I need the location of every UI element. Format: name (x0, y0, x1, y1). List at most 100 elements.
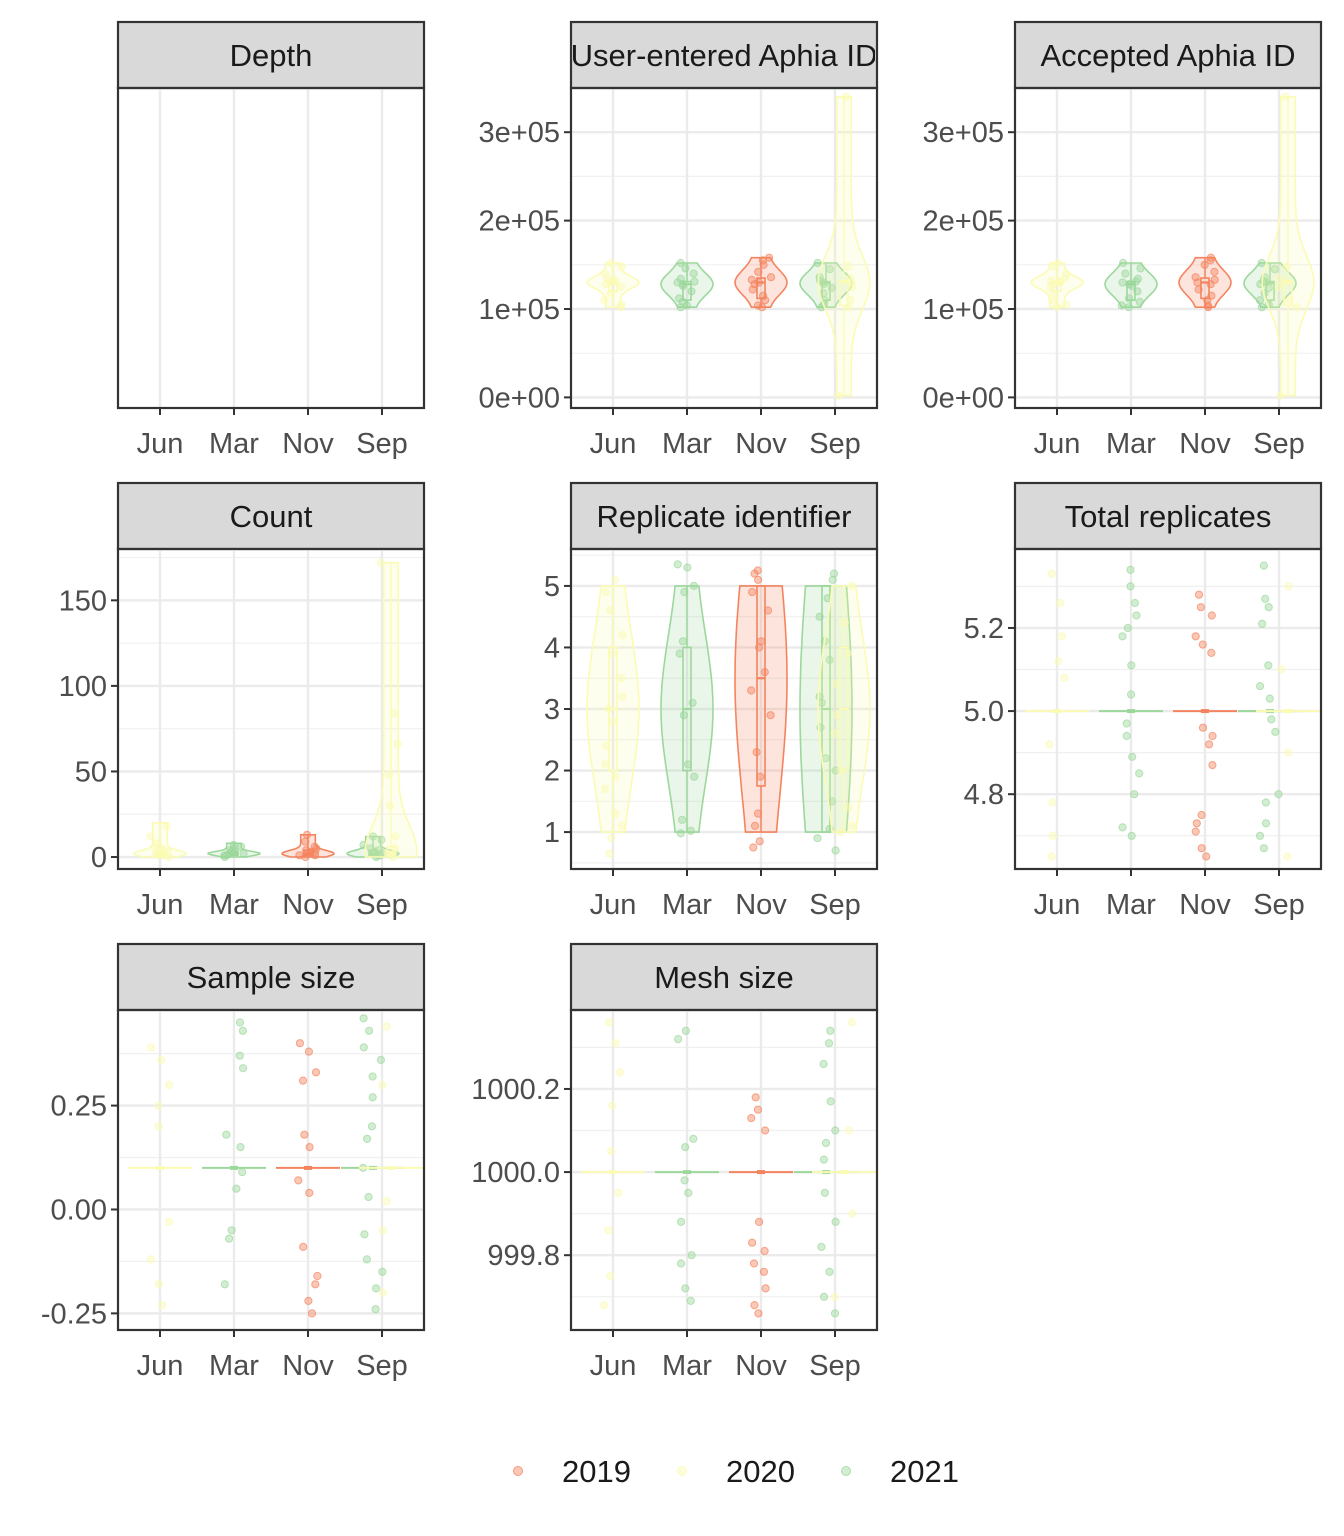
x-tick-label: Jun (590, 428, 637, 460)
group-jun-2020 (128, 1043, 192, 1310)
group-sep-2020 (1261, 92, 1315, 400)
box-iqr (683, 1170, 691, 1175)
data-point (614, 1188, 623, 1198)
data-point (761, 1126, 770, 1135)
data-point (1255, 831, 1265, 840)
data-point (1194, 590, 1204, 599)
data-point (1127, 831, 1136, 840)
data-point (760, 668, 769, 677)
group-sep-2020 (817, 581, 871, 837)
data-point (1282, 262, 1291, 271)
strip-title: Mesh size (654, 960, 794, 995)
y-tick-label: 0.00 (51, 1194, 107, 1226)
strip-background (116, 942, 426, 1012)
data-point (1191, 632, 1200, 641)
legend: 2019 2020 2021 (513, 1454, 959, 1489)
group-sep-2020 (359, 1022, 423, 1297)
data-point (390, 709, 399, 718)
data-point (1208, 761, 1217, 770)
data-point (1122, 719, 1131, 728)
group-sep-2020 (817, 92, 871, 400)
data-point (831, 1217, 840, 1227)
data-point (675, 649, 684, 658)
data-point (364, 1192, 373, 1202)
data-point (615, 1068, 624, 1077)
data-point (845, 803, 854, 812)
data-point (1130, 598, 1140, 608)
x-axis: Jun Mar Nov Sep (590, 408, 861, 460)
data-point (157, 1055, 166, 1065)
data-point (831, 846, 840, 855)
data-point (753, 809, 763, 818)
data-point (819, 1292, 829, 1301)
data-point (302, 830, 312, 839)
data-point (831, 680, 840, 689)
data-point (750, 821, 760, 831)
y-axis: 0 50 100 150 (59, 585, 118, 874)
panel-border (116, 1008, 426, 1332)
data-point (1194, 285, 1203, 294)
box-iqr (1284, 709, 1292, 714)
data-point (611, 772, 620, 781)
data-point (607, 834, 616, 843)
data-point (1191, 827, 1200, 836)
data-point (1206, 253, 1216, 262)
data-point (826, 1097, 835, 1106)
data-point (229, 840, 238, 850)
y-tick-label: 1e+05 (923, 294, 1004, 326)
box-iqr (609, 1170, 617, 1175)
data-point (747, 275, 756, 284)
data-point (759, 1267, 769, 1276)
group-jun-2020 (1030, 258, 1084, 312)
data-point (617, 674, 626, 683)
data-point (617, 282, 626, 291)
box-iqr (840, 1170, 848, 1175)
data-point (1284, 582, 1293, 591)
data-point (162, 822, 171, 831)
data-point (239, 849, 248, 858)
x-tick-label: Sep (809, 428, 861, 460)
data-point (684, 1188, 693, 1198)
data-point (681, 1143, 690, 1152)
data-point (235, 1051, 244, 1060)
data-point (599, 1301, 609, 1310)
data-point (761, 296, 770, 305)
box-iqr (387, 1165, 395, 1170)
data-point (362, 1255, 371, 1264)
y-tick-label: 3e+05 (923, 117, 1004, 149)
data-point (847, 821, 857, 831)
panels: Depth Jun Mar Nov Sep User-entered Aphia ID 0e… (41, 20, 1323, 1382)
data-point (766, 711, 775, 720)
x-axis: Jun Mar Nov Sep (137, 869, 408, 921)
data-point (766, 273, 776, 282)
data-point (683, 760, 693, 769)
data-point (690, 772, 699, 781)
data-point (1127, 690, 1136, 699)
data-point (676, 258, 685, 268)
data-point (369, 832, 378, 841)
y-tick-label: 5 (544, 571, 560, 603)
group-mar-2021 (207, 840, 261, 862)
data-point (606, 258, 616, 268)
data-point (611, 1039, 620, 1048)
data-point (301, 837, 310, 846)
data-point (304, 1296, 313, 1306)
x-axis: Jun Mar Nov Sep (137, 1330, 408, 1382)
data-point (754, 267, 763, 276)
legend-label: 2021 (890, 1454, 959, 1489)
box-iqr (230, 1165, 238, 1170)
group-sep-2020 (364, 558, 418, 862)
y-tick-label: 2 (544, 756, 560, 788)
panel-total-replicates: Total replicates 4.8 5.0 5.2 Jun Mar Nov Sep (964, 481, 1323, 921)
y-tick-label: 0 (91, 842, 107, 874)
data-point (752, 748, 761, 757)
data-point (232, 1184, 241, 1193)
data-point (1130, 790, 1139, 799)
x-tick-label: Jun (590, 1350, 637, 1382)
data-point (1054, 657, 1063, 666)
x-tick-label: Jun (137, 1350, 184, 1382)
data-point (374, 846, 383, 855)
strip-title: Replicate identifier (596, 499, 851, 534)
strip-background (116, 20, 426, 90)
